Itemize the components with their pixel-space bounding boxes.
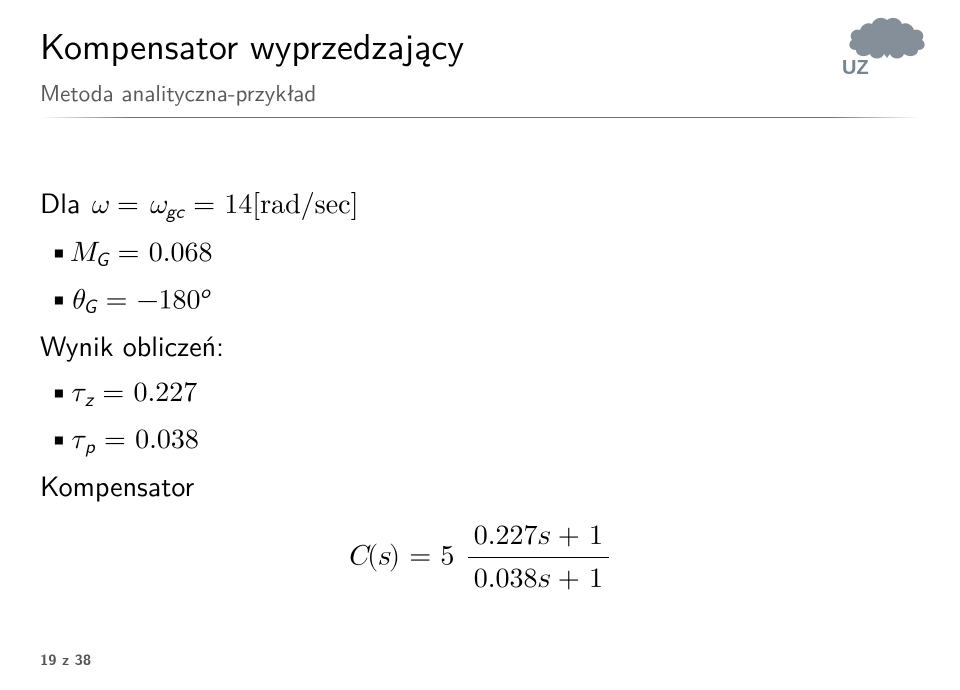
taup-var: τ xyxy=(70,426,85,454)
eq-lhs-rest: (s) = 5 xyxy=(367,542,454,570)
header-rule-wrap xyxy=(0,109,960,118)
kompensator-label: Kompensator xyxy=(40,465,920,506)
slide-title: Kompensator wyprzedzający xyxy=(40,18,920,71)
intro-value: = 14[rad/sec] xyxy=(184,191,358,219)
eq-denominator: 0.038s + 1 xyxy=(468,558,609,600)
slide-subtitle: Metoda analityczna-przykład xyxy=(40,75,920,109)
mg-rest: = 0.068 xyxy=(108,239,212,267)
bullet-tau-p: τp = 0.038 xyxy=(40,417,920,461)
taup-sub: p xyxy=(85,431,95,459)
slide-body: Dla ω = ωgc = 14[rad/sec] MG = 0.068 θG … xyxy=(0,118,960,600)
university-logo: UZ xyxy=(842,14,932,78)
omega-2: ω xyxy=(148,191,166,219)
bullet-mg: MG = 0.068 xyxy=(40,230,920,274)
bullet-tau-z: τz = 0.227 xyxy=(40,370,920,414)
theta-sub: G xyxy=(84,291,97,319)
compensator-equation: C(s) = 5 0.227s + 1 0.038s + 1 xyxy=(40,516,920,600)
slide: UZ Kompensator wyprzedzający Metoda anal… xyxy=(0,0,960,690)
bullet-theta: θG = −180o xyxy=(40,277,920,321)
tauz-var: τ xyxy=(70,379,85,407)
tauz-rest: = 0.227 xyxy=(93,379,197,407)
intro-eq: = xyxy=(108,191,148,219)
result-label: Wynik obliczeń: xyxy=(40,325,920,366)
logo-text: UZ xyxy=(842,57,869,80)
eq-C: C xyxy=(347,542,367,570)
sub-gc: gc xyxy=(166,196,184,224)
tauz-sub: z xyxy=(85,384,93,412)
mg-sub: G xyxy=(96,243,109,271)
omega-1: ω xyxy=(90,191,108,219)
intro-prefix: Dla xyxy=(40,181,90,222)
intro-line: Dla ω = ωgc = 14[rad/sec] xyxy=(40,182,920,226)
eq-fraction: 0.227s + 1 0.038s + 1 xyxy=(468,516,609,600)
theta-var: θ xyxy=(70,287,84,315)
mg-var: M xyxy=(70,239,96,267)
slide-header: Kompensator wyprzedzający Metoda anality… xyxy=(0,0,960,109)
eq-numerator: 0.227s + 1 xyxy=(468,516,609,559)
slide-number: 19 z 38 xyxy=(40,649,91,670)
theta-sup: o xyxy=(201,276,211,304)
taup-rest: = 0.038 xyxy=(95,426,199,454)
theta-rest: = −180 xyxy=(96,287,200,315)
